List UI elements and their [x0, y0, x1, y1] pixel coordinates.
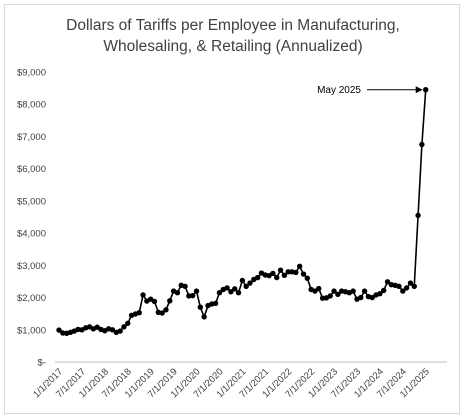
data-point — [201, 314, 207, 320]
data-point — [193, 288, 200, 294]
data-point — [304, 275, 310, 281]
data-point — [224, 285, 230, 291]
data-point — [159, 310, 165, 316]
data-point — [384, 279, 391, 285]
data-point — [121, 324, 127, 330]
data-point — [377, 290, 383, 297]
data-point — [277, 267, 284, 273]
data-series — [56, 87, 429, 337]
data-point — [281, 272, 288, 279]
y-tick-label: $9,000 — [17, 68, 46, 79]
data-point — [312, 288, 318, 294]
data-point — [216, 290, 223, 296]
data-point — [381, 287, 387, 294]
data-point — [296, 263, 303, 269]
annotation-arrowhead — [415, 86, 423, 94]
data-point — [232, 286, 238, 292]
y-tick-label: $8,000 — [17, 100, 46, 111]
data-point — [235, 290, 242, 296]
data-point — [117, 328, 123, 334]
data-point — [327, 293, 333, 299]
data-point — [411, 283, 417, 289]
data-point — [270, 270, 276, 277]
data-point — [415, 212, 421, 219]
data-point — [163, 307, 169, 313]
data-point — [369, 294, 375, 301]
data-point — [316, 285, 322, 292]
y-axis-tick-labels: $- $1,000 $2,000 $3,000 $4,000 $5,000 $6,000 $7… — [17, 68, 46, 369]
data-point — [182, 283, 188, 289]
data-point — [254, 274, 261, 281]
y-tick-label: $4,000 — [17, 229, 46, 240]
data-point — [140, 292, 146, 298]
data-point — [174, 290, 181, 296]
data-point — [358, 294, 364, 301]
data-point — [125, 320, 131, 327]
data-point — [361, 288, 368, 294]
data-point — [167, 298, 173, 304]
data-point — [197, 304, 204, 310]
chart-title-line-2: Wholesaling, & Retailing (Annualized) — [103, 38, 362, 55]
y-tick-label: $5,000 — [17, 196, 46, 207]
data-point — [151, 298, 158, 305]
y-tick-label: $2,000 — [17, 293, 46, 304]
data-point — [396, 283, 402, 289]
chart-area: Dollars of Tariffs per Employee in Manuf… — [4, 4, 460, 414]
y-tick-label: $- — [38, 358, 46, 369]
annotation: May 2025 — [317, 85, 423, 96]
data-point — [239, 277, 246, 284]
data-point — [56, 327, 62, 333]
data-point — [350, 288, 356, 294]
y-tick-label: $1,000 — [17, 325, 46, 336]
data-point — [403, 285, 410, 291]
data-point — [136, 310, 142, 316]
x-axis: 1/1/20177/1/20171/1/20187/1/20181/1/2019… — [31, 361, 447, 400]
data-point — [243, 283, 249, 289]
data-point — [190, 292, 196, 299]
data-point — [423, 87, 429, 93]
data-point — [285, 269, 291, 275]
y-tick-label: $7,000 — [17, 132, 46, 143]
data-point — [400, 288, 406, 294]
y-tick-label: $6,000 — [17, 164, 46, 175]
data-point — [109, 327, 116, 333]
line-chart: Dollars of Tariffs per Employee in Manuf… — [17, 17, 447, 400]
y-tick-label: $3,000 — [17, 261, 46, 272]
data-point — [293, 269, 299, 276]
data-point — [335, 291, 341, 298]
data-point — [274, 274, 280, 281]
data-point — [212, 300, 219, 307]
chart-title-line-1: Dollars of Tariffs per Employee in Manuf… — [66, 17, 400, 34]
data-point — [331, 288, 337, 294]
data-point — [300, 271, 307, 277]
data-point — [419, 141, 425, 148]
annotation-label: May 2025 — [317, 85, 361, 96]
data-point — [228, 289, 234, 295]
data-point — [407, 280, 414, 286]
data-point — [247, 280, 253, 286]
